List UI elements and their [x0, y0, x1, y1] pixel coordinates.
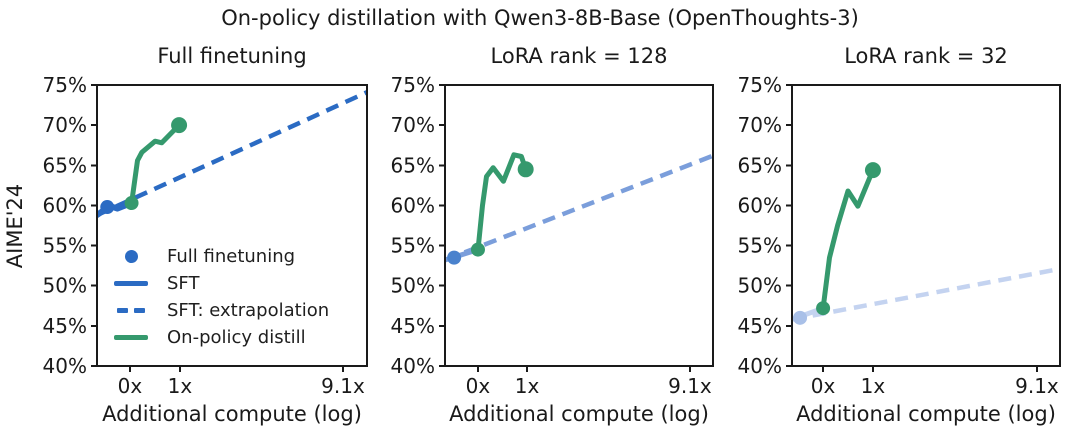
series-group [97, 90, 367, 219]
axes-box [791, 84, 1061, 367]
line-marker [114, 281, 148, 286]
y-tick-label: 70% [391, 113, 435, 137]
y-tick-label: 45% [43, 314, 87, 338]
x-tick-label: 1x [515, 374, 540, 398]
y-tick-label: 55% [738, 234, 782, 258]
line-marker [114, 335, 148, 340]
legend-item-sft: SFT [110, 270, 329, 297]
series-sft-extrapolation [445, 153, 713, 263]
y-tick-label: 60% [43, 193, 87, 217]
legend-item-full-finetuning: Full finetuning [110, 243, 329, 270]
x-tick-label: 1x [168, 374, 193, 398]
axes-box [96, 84, 368, 367]
axes-box [444, 84, 714, 367]
marker-on-policy-distill [517, 161, 534, 178]
series-group [792, 162, 1060, 325]
panel-2: 40% 45% 50% 55% 60% 65% 70% 75% 0x 1x 9.1x [391, 73, 714, 398]
legend-solid-line-icon [110, 335, 152, 340]
marker-full-finetuning [447, 250, 462, 265]
series-on-policy-distill [820, 167, 876, 311]
y-tick-label: 45% [738, 314, 782, 338]
legend-item-on-policy-distill: On-policy distill [110, 324, 329, 351]
x-tick-label: 0x [811, 374, 836, 398]
y-tick-label: 70% [738, 113, 782, 137]
panel-title-full-finetuning: Full finetuning [157, 44, 307, 68]
dot-marker [124, 250, 138, 263]
marker-on-policy-distill [470, 242, 485, 257]
y-tick-label: 40% [391, 354, 435, 378]
x-tick-label: 9.1x [1015, 374, 1059, 398]
x-tick-label: 9.1x [321, 374, 365, 398]
panel-title-lora-128: LoRA rank = 128 [490, 44, 668, 68]
legend-label: SFT [167, 273, 200, 294]
y-tick-label: 75% [391, 73, 435, 97]
y-tick-label: 65% [391, 153, 435, 177]
legend-label: SFT: extrapolation [167, 300, 330, 321]
panel-title-lora-32: LoRA rank = 32 [844, 44, 1008, 68]
y-tick-label: 45% [391, 314, 435, 338]
x-tick-label: 1x [861, 374, 886, 398]
marker-full-finetuning [793, 310, 808, 325]
x-axis-label-2: Additional compute (log) [449, 402, 709, 426]
panel-1: 40% 45% 50% 55% 60% 65% 70% 75% 0x 1x 9.1x [43, 73, 368, 398]
series-sft-extrapolation [792, 266, 1060, 322]
y-tick-label: 55% [391, 234, 435, 258]
y-tick-label: 75% [43, 73, 87, 97]
marker-on-policy-distill [816, 301, 831, 316]
legend-dot-icon [110, 250, 152, 263]
legend-label: On-policy distill [167, 327, 306, 348]
x-axis-label-1: Additional compute (log) [102, 402, 362, 426]
y-tick-label: 50% [738, 274, 782, 298]
y-tick-label: 65% [738, 153, 782, 177]
y-tick-label: 50% [391, 274, 435, 298]
legend-solid-line-icon [110, 281, 152, 286]
y-tick-label: 40% [738, 354, 782, 378]
main-title: On-policy distillation with Qwen3-8B-Bas… [221, 6, 859, 30]
legend-dashed-line-icon [110, 308, 152, 313]
x-tick-label: 9.1x [668, 374, 712, 398]
marker-on-policy-distill [171, 117, 188, 134]
series-on-policy-distill [475, 152, 529, 253]
marker-on-policy-distill [864, 162, 881, 179]
marker-full-finetuning [100, 200, 115, 215]
y-tick-label: 40% [43, 354, 87, 378]
legend-item-sft-extrapolation: SFT: extrapolation [110, 297, 329, 324]
x-tick-label: 0x [118, 374, 143, 398]
x-axis-label-3: Additional compute (log) [796, 402, 1056, 426]
marker-on-policy-distill [124, 196, 139, 211]
series-sft-extrapolation [97, 90, 367, 218]
y-tick-label: 55% [43, 234, 87, 258]
y-tick-label: 60% [738, 193, 782, 217]
dashed-line-marker [117, 308, 145, 313]
legend: Full finetuning SFT SFT: extrapolation O… [110, 243, 329, 351]
y-tick-label: 50% [43, 274, 87, 298]
x-tick-label: 0x [466, 374, 491, 398]
panel-3: 40% 45% 50% 55% 60% 65% 70% 75% 0x 1x 9.1x [738, 73, 1061, 398]
y-tick-label: 60% [391, 193, 435, 217]
y-tick-label: 70% [43, 113, 87, 137]
series-on-policy-distill [129, 122, 182, 206]
y-tick-label: 75% [738, 73, 782, 97]
legend-label: Full finetuning [167, 246, 296, 267]
y-tick-label: 65% [43, 153, 87, 177]
series-group [445, 152, 713, 265]
